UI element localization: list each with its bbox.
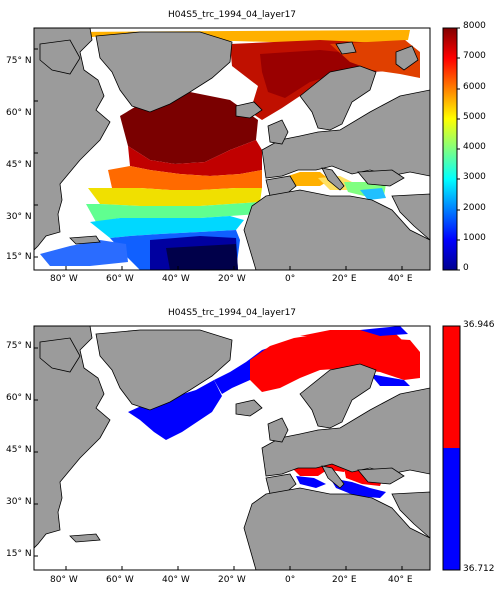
top-x-ticks: [34, 48, 403, 270]
land-north-america-2: [34, 326, 111, 549]
land-africa: [243, 189, 430, 270]
land-arabia: [391, 193, 430, 241]
land-baffin: [39, 39, 81, 75]
bottom-y-tick-label: 60° N: [6, 393, 32, 403]
field-region-levant: [360, 188, 386, 200]
top-colorbar-label: 7000: [463, 51, 486, 61]
top-y-tick-label: 45° N: [6, 160, 32, 170]
field-region-north-atlantic: [128, 140, 262, 176]
top-colorbar-label: 6000: [463, 82, 486, 92]
land-cuba: [69, 235, 101, 245]
bottom-map-panel: [33, 325, 461, 571]
top-land: [34, 28, 430, 270]
bottom-colorbar-max-label: 36.946: [463, 320, 495, 330]
top-x-tick-label: 80° W: [50, 274, 78, 284]
land-baffin-2: [39, 337, 81, 373]
bottom-map-frame: [33, 325, 431, 571]
land-scandinavia: [299, 65, 377, 131]
top-colorbar-label: 0: [463, 263, 469, 273]
bottom-y-tick-label: 45° N: [6, 445, 32, 455]
land-scandinavia-2: [299, 363, 377, 429]
bottom-colorbar-red: [443, 326, 460, 448]
field-blue-labrador: [128, 380, 222, 440]
field-blue-arctic-edge: [360, 326, 408, 336]
top-y-tick-label: 60° N: [6, 108, 32, 118]
bottom-x-ticks: [34, 347, 403, 570]
bottom-x-tick-label: 40° W: [162, 575, 190, 585]
land-africa-2: [243, 487, 430, 570]
top-colorbar: [442, 27, 458, 271]
land-europe-asia-2: [261, 387, 430, 477]
field-blue-east-med: [330, 478, 386, 498]
land-iceland: [235, 101, 263, 119]
field-region-gyre-core: [166, 244, 238, 270]
bottom-colorbar-min-label: 36.712: [463, 564, 495, 574]
top-x-tick-label: 60° W: [106, 274, 134, 284]
field-blue-barents-edge: [370, 374, 410, 386]
top-x-tick-label: 0°: [285, 274, 296, 284]
land-north-america: [34, 28, 111, 251]
bottom-y-tick-label: 75° N: [6, 341, 32, 351]
top-y-tick-label: 30° N: [6, 212, 32, 222]
bottom-x-tick-label: 80° W: [50, 575, 78, 585]
land-iberia: [265, 175, 297, 197]
bottom-x-tick-label: 20° W: [218, 575, 246, 585]
top-colorbar-label: 3000: [463, 172, 486, 182]
field-blue-west-med: [296, 476, 326, 488]
top-map-panel: [33, 27, 460, 271]
top-colorbar-label: 5000: [463, 112, 486, 122]
top-colorbar-ticks: [457, 27, 460, 271]
bottom-chart-title: H04S5_trc_1994_04_layer17: [168, 308, 297, 318]
land-greenland: [95, 31, 233, 113]
land-novaya-zemlya: [395, 45, 419, 71]
bottom-y-tick-label: 30° N: [6, 497, 32, 507]
field-region-central-yellow: [88, 188, 262, 206]
bottom-land: [34, 326, 430, 570]
top-y-tick-label: 15° N: [6, 252, 32, 262]
bottom-colorbar-frame: [442, 325, 461, 571]
top-x-tick-label: 20° W: [218, 274, 246, 284]
bottom-x-tick-label: 0°: [285, 575, 296, 585]
land-iberia-2: [265, 473, 297, 495]
top-colorbar-label: 1000: [463, 233, 486, 243]
land-iceland-2: [235, 399, 263, 417]
field-region-central-cyan: [90, 216, 244, 238]
bottom-colorbar-blue: [443, 448, 460, 570]
land-cuba-2: [69, 533, 101, 543]
land-asia-minor: [357, 169, 405, 187]
bottom-y-tick-label: 15° N: [6, 549, 32, 559]
field-region-caribbean: [40, 240, 128, 266]
top-colorbar-label: 4000: [463, 142, 486, 152]
land-british-isles-2: [267, 417, 289, 443]
top-y-tick-label: 75° N: [6, 56, 32, 66]
field-region-na-orange: [108, 166, 262, 190]
top-chart-title: H04S5_trc_1994_04_layer17: [168, 10, 297, 20]
top-colorbar-label: 2000: [463, 203, 486, 213]
top-x-tick-label: 40° E: [388, 274, 413, 284]
land-arabia-2: [391, 491, 430, 539]
land-greenland-2: [95, 329, 233, 411]
bottom-x-tick-label: 20° E: [332, 575, 357, 585]
bottom-x-tick-label: 40° E: [388, 575, 413, 585]
top-x-tick-label: 20° E: [332, 274, 357, 284]
land-svalbard: [335, 41, 357, 55]
land-italy-2: [321, 465, 345, 489]
land-british-isles: [267, 119, 289, 145]
land-asia-minor-2: [357, 467, 405, 485]
land-europe-asia: [261, 89, 430, 179]
field-region-central-green: [86, 202, 260, 222]
top-x-tick-label: 40° W: [162, 274, 190, 284]
bottom-x-tick-label: 60° W: [106, 575, 134, 585]
land-italy: [321, 167, 345, 191]
top-map-frame: [33, 27, 431, 271]
top-colorbar-label: 8000: [463, 21, 486, 31]
field-red-nordic: [250, 334, 420, 392]
